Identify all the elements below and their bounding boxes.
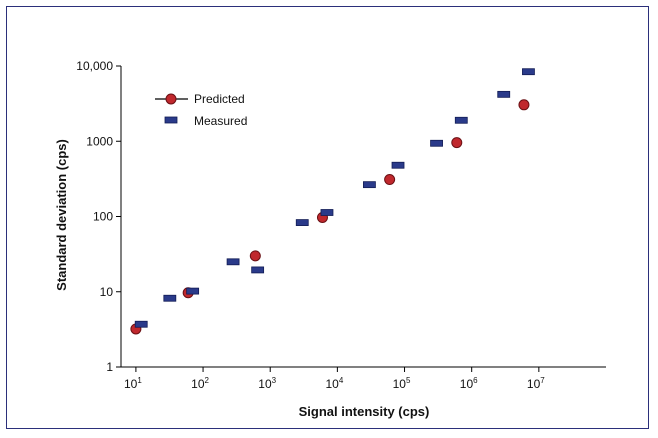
legend-predicted-marker (165, 93, 177, 105)
x-tick-label: 105 (393, 376, 411, 391)
y-tick-label: 10 (100, 285, 114, 299)
legend-measured-label: Measured (194, 114, 247, 128)
x-tick-label: 101 (124, 376, 142, 391)
measured-point (454, 116, 468, 124)
x-tick-label: 106 (460, 376, 478, 391)
measured-point (320, 209, 334, 216)
legend: Predicted Measured (155, 92, 247, 128)
measured-point (226, 258, 240, 266)
measured-point (163, 294, 177, 302)
x-tick-label: 104 (325, 376, 343, 391)
y-axis-title: Standard deviation (cps) (54, 139, 69, 291)
y-tick-label: 100 (93, 210, 113, 224)
y-axis-ticks: 1 10 100 1000 10,000 (76, 59, 121, 374)
legend-predicted-label: Predicted (194, 92, 245, 106)
x-tick-label: 103 (258, 376, 276, 391)
measured-point (391, 161, 405, 169)
measured-point (522, 68, 535, 76)
measured-point (295, 219, 309, 226)
y-tick-label: 10,000 (76, 59, 113, 73)
measured-point (363, 181, 376, 189)
axes (120, 66, 606, 368)
predicted-point (249, 250, 261, 262)
measured-point (186, 287, 200, 295)
measured-point (251, 266, 265, 274)
legend-measured-marker (164, 116, 178, 124)
x-tick-label: 102 (191, 376, 209, 391)
predicted-point (518, 99, 530, 111)
measured-point (497, 90, 511, 98)
series-layer (130, 68, 535, 335)
measured-point (430, 139, 443, 147)
y-tick-label: 1 (106, 360, 113, 374)
predicted-point (384, 174, 396, 186)
measured-point (134, 320, 148, 328)
x-axis-ticks: 101 102 103 104 105 106 107 (124, 367, 545, 391)
predicted-point (451, 137, 463, 149)
x-axis-title: Signal intensity (cps) (299, 404, 430, 419)
y-tick-label: 1000 (86, 134, 113, 148)
x-tick-label: 107 (527, 376, 545, 391)
